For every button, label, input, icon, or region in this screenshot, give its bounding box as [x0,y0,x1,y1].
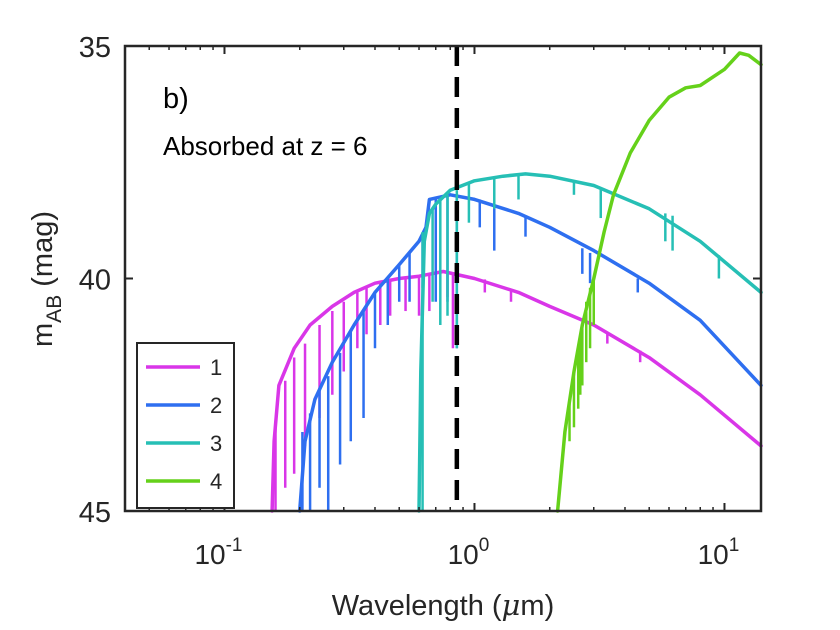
x-tick-label: 101 [698,535,740,570]
y-axis-label: mAB (mag) [27,211,66,347]
series-3 [417,172,763,513]
absorption-annotation: Absorbed at z = 6 [163,131,368,161]
legend-entry: 1 [146,355,222,380]
legend-entry: 2 [146,393,222,418]
legend-label: 2 [210,393,222,418]
x-tick-label-base: 10 [448,539,479,570]
x-tick-label-exp: 0 [479,535,490,556]
y-tick-label: 40 [79,265,111,297]
legend-entry: 3 [146,431,222,456]
axis-ticks [124,45,761,512]
x-tick-label-exp: -1 [226,535,243,556]
legend-entry: 4 [146,469,222,494]
y-tick-label: 45 [79,497,111,529]
x-axis-label-post: m) [520,590,554,622]
y-tick-label: 35 [79,32,111,64]
series-curves [270,51,763,513]
legend-label: 1 [210,355,222,380]
y-axis-label-sub: AB [43,295,66,323]
y-axis-label-post: (mag) [27,211,59,295]
x-tick-label: 100 [448,535,490,570]
x-axis-label: Wavelength (μm) [332,588,554,622]
x-tick-label-base: 10 [698,539,729,570]
series-3-line [417,172,763,513]
panel-label: b) [163,83,189,115]
x-tick-label-base: 10 [194,539,225,570]
x-axis-label-pre: Wavelength ( [332,590,502,622]
series-4 [555,51,763,513]
x-tick-label: 10-1 [194,535,242,570]
y-axis-label-base: m [27,323,59,347]
legend-label: 3 [210,431,222,456]
legend: 1 2 3 4 [136,342,235,509]
x-axis-label-mu: μ [502,588,521,622]
legend-label: 4 [210,469,222,494]
x-tick-label-exp: 1 [729,535,740,556]
